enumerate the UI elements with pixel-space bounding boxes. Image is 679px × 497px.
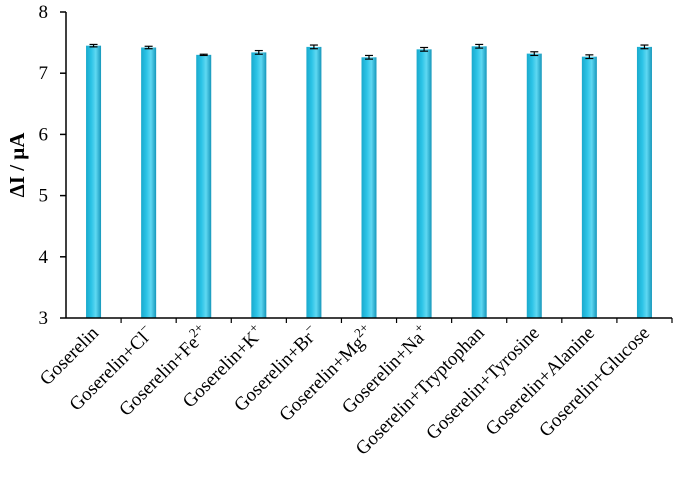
bar [416,49,432,318]
error-bar [309,44,318,50]
error-bar [365,54,373,60]
x-axis: GoserelinGoserelin+Cl−Goserelin+Fe2+Gose… [36,317,673,460]
x-tick-label: Goserelin+Mg2+ [273,320,379,426]
bar [306,46,322,318]
bar [471,46,487,318]
bar [361,57,377,319]
error-bar [89,43,98,48]
y-tick-label: 5 [39,186,49,207]
plot-area [86,43,652,319]
bar [251,52,267,318]
error-bar [254,49,263,55]
error-bar [420,46,429,52]
y-tick-label: 7 [39,63,49,84]
bar [636,46,652,318]
y-axis: 3 4 5 6 7 8 [39,2,67,329]
bar [526,53,542,319]
y-tick-label: 8 [39,2,49,23]
error-bar [199,53,208,57]
error-bar [530,51,539,57]
error-bar [640,44,649,50]
error-bar [585,54,594,60]
bar [581,56,597,319]
y-tick-label: 6 [39,124,49,145]
bar [196,54,212,319]
y-tick-label: 4 [39,247,49,268]
bar [86,45,102,318]
error-bar [475,43,484,49]
y-axis-title: ΔI / μA [5,132,29,198]
error-bar [144,45,153,50]
y-tick-label: 3 [39,308,49,329]
bar [141,47,157,318]
